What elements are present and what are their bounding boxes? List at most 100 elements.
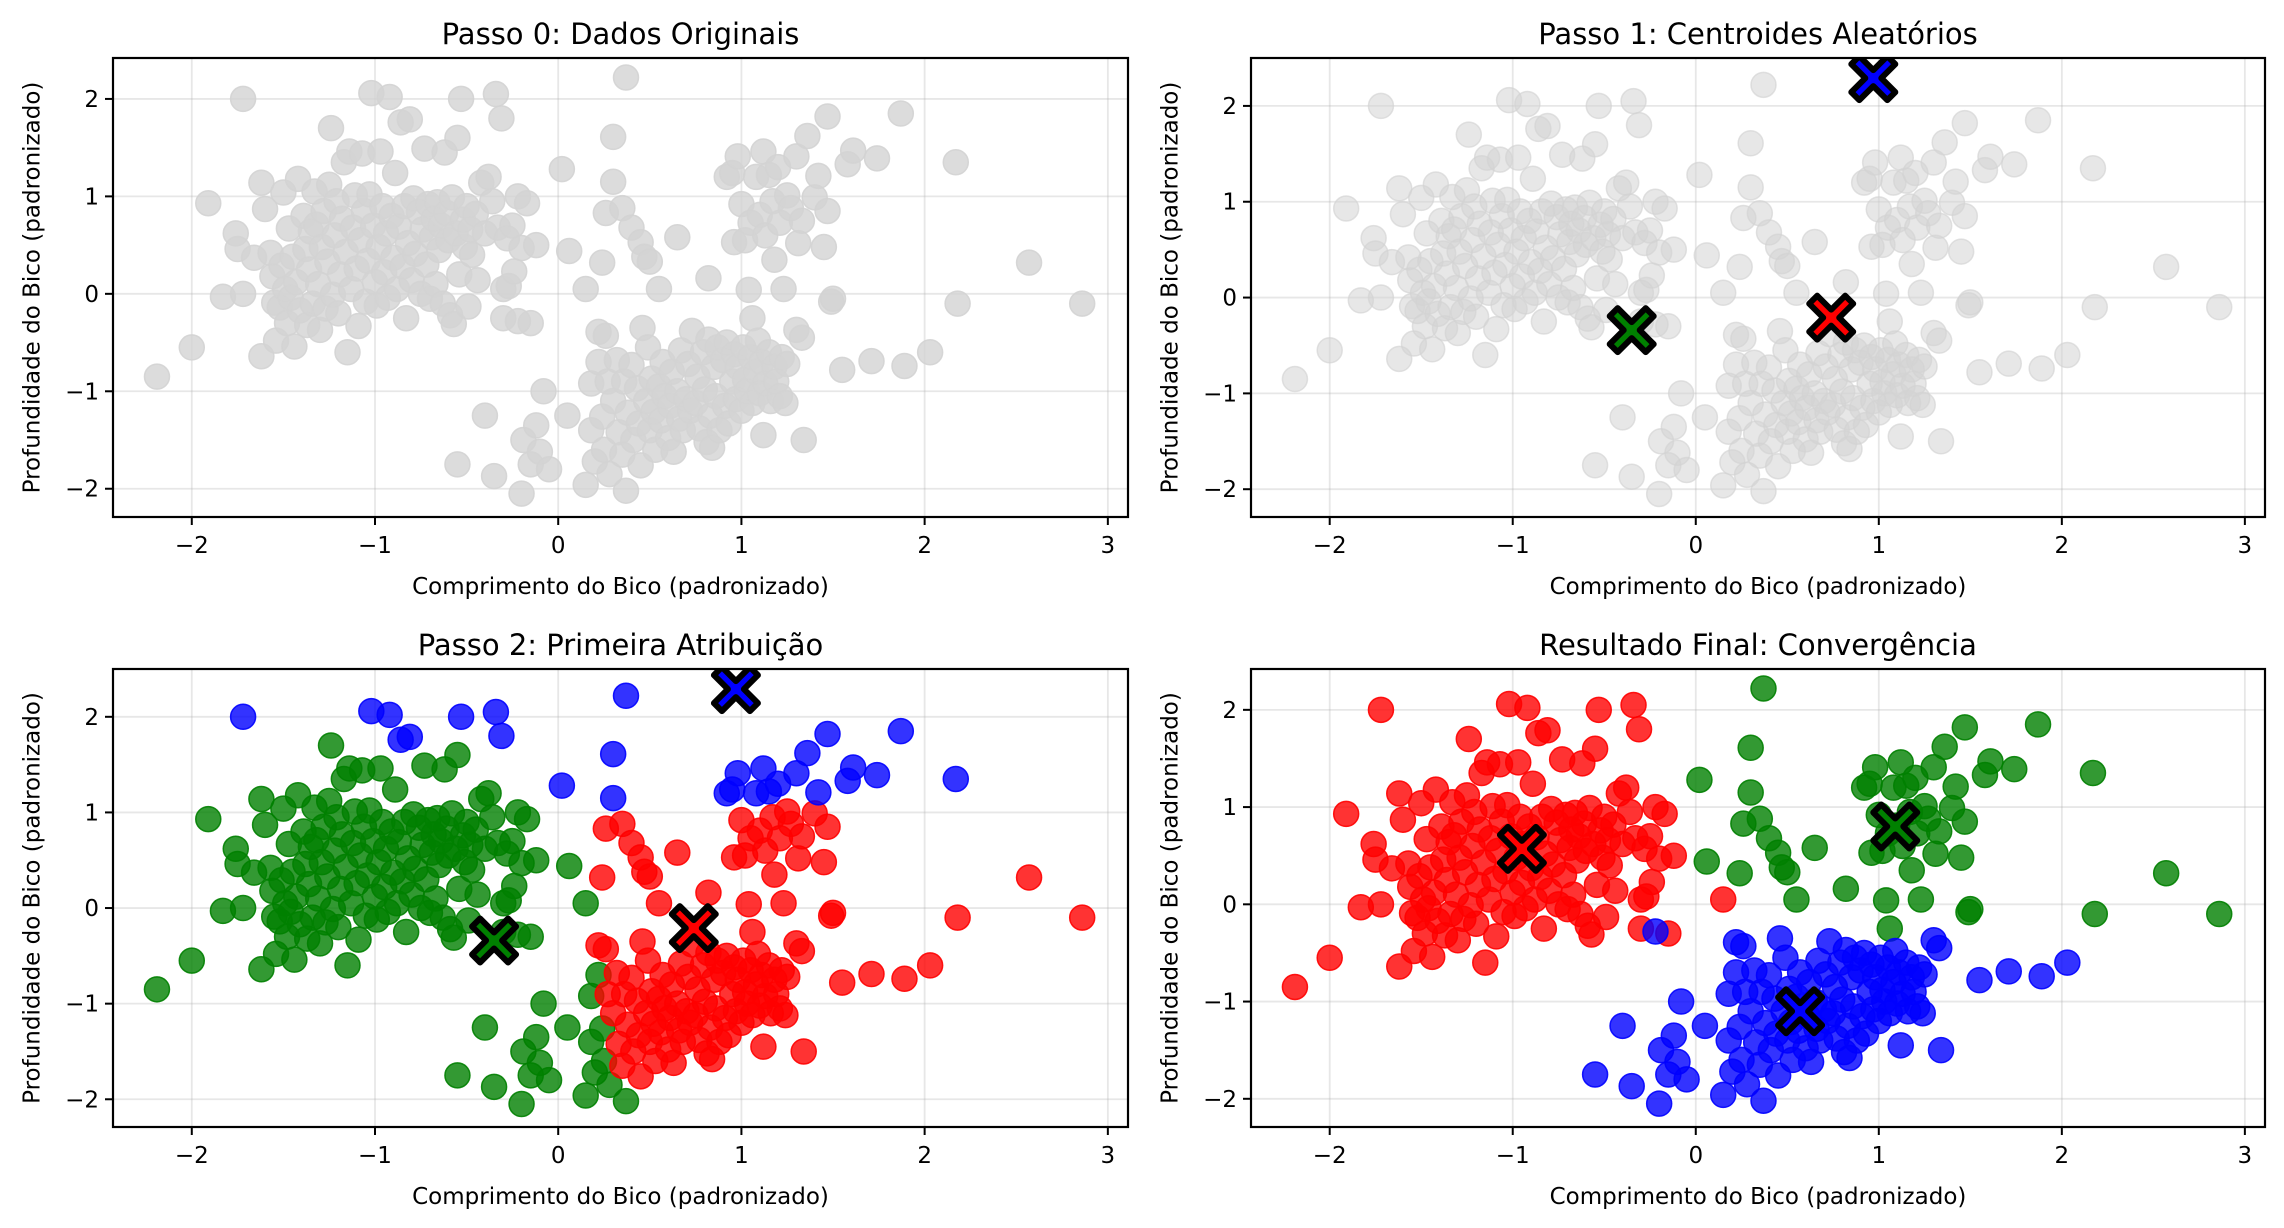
data-point <box>1861 753 1889 781</box>
data-point <box>773 350 801 378</box>
data-point <box>1995 958 2023 985</box>
x-tick-label: 2 <box>917 533 932 559</box>
data-point <box>1966 966 1993 994</box>
data-point <box>488 722 515 750</box>
x-tick-label: −2 <box>175 533 209 559</box>
data-point <box>281 333 308 360</box>
data-point <box>482 698 510 726</box>
data-point <box>281 946 308 973</box>
data-point <box>1462 910 1490 938</box>
data-point <box>612 64 640 91</box>
data-point <box>1581 1061 1609 1088</box>
data-point <box>1737 174 1764 201</box>
data-point <box>887 100 915 127</box>
data-point <box>839 137 867 164</box>
data-point <box>1332 195 1360 222</box>
data-point <box>1504 144 1532 171</box>
x-tick-label: 2 <box>917 1143 932 1169</box>
x-tick-label: 0 <box>1688 533 1703 559</box>
data-point <box>1472 341 1499 369</box>
data-point <box>479 188 506 215</box>
data-point <box>229 85 257 113</box>
data-point <box>788 207 816 234</box>
data-point <box>783 759 810 787</box>
data-point <box>1907 886 1935 913</box>
data-point <box>1947 844 1975 871</box>
data-point <box>1581 452 1609 479</box>
data-point <box>784 229 812 257</box>
data-point <box>1733 461 1761 489</box>
data-point <box>819 899 847 927</box>
data-point <box>1514 694 1541 722</box>
data-point <box>1667 988 1695 1015</box>
data-point <box>1636 217 1664 244</box>
data-point <box>1660 1022 1688 1049</box>
data-point <box>1733 1070 1761 1098</box>
plot-area <box>1251 669 2265 1127</box>
data-point <box>1519 165 1547 192</box>
data-point <box>810 233 838 261</box>
data-point <box>1625 111 1653 139</box>
data-point <box>482 80 510 108</box>
plot-area <box>113 58 1128 517</box>
data-point <box>1530 308 1558 335</box>
data-point <box>2000 151 2028 178</box>
x-tick-label: 1 <box>734 533 749 559</box>
data-point <box>499 212 526 239</box>
data-point <box>522 1023 550 1051</box>
data-point <box>1909 391 1936 419</box>
data-point <box>1872 280 1900 307</box>
x-axis-label: Comprimento do Bico (padronizado) <box>1550 574 1967 600</box>
data-point <box>229 894 257 922</box>
data-point <box>1750 1087 1777 1114</box>
data-point <box>1907 279 1935 307</box>
data-point <box>554 1014 581 1041</box>
data-point <box>724 759 752 787</box>
data-point <box>1519 770 1547 797</box>
data-point <box>1911 353 1938 380</box>
data-point <box>1638 262 1666 289</box>
data-point <box>392 918 420 946</box>
data-point <box>1995 350 2023 377</box>
data-point <box>814 720 841 748</box>
data-point <box>1909 999 1936 1027</box>
data-point <box>488 105 515 132</box>
data-point <box>1581 735 1609 762</box>
data-point <box>1774 858 1801 886</box>
x-tick-label: 2 <box>2055 1143 2070 1169</box>
data-point <box>1483 315 1510 343</box>
centroid-marker <box>1775 986 1826 1037</box>
y-tick-label: 0 <box>1222 286 1237 312</box>
data-point <box>325 300 352 327</box>
data-point <box>1925 818 1953 845</box>
data-point <box>1660 842 1688 869</box>
data-point <box>548 155 576 183</box>
data-point <box>572 471 599 499</box>
data-point <box>1726 253 1753 281</box>
data-point <box>1951 714 1979 741</box>
data-point <box>942 765 970 793</box>
data-point <box>1389 200 1417 228</box>
data-point <box>1596 245 1623 273</box>
data-point <box>891 352 918 380</box>
data-point <box>788 823 816 850</box>
data-point <box>1832 268 1860 296</box>
data-point <box>1898 250 1925 278</box>
axes-frame <box>111 667 1130 1129</box>
y-tick-label: −1 <box>1203 990 1237 1016</box>
data-point <box>381 159 409 187</box>
data-point <box>828 356 856 384</box>
data-point <box>1750 71 1777 99</box>
x-axis-label: Comprimento do Bico (padronizado) <box>1550 1184 1967 1210</box>
x-tick-label: −2 <box>1313 1143 1347 1169</box>
data-point <box>1455 725 1483 753</box>
data-point <box>1578 921 1605 948</box>
data-point <box>1977 748 2004 775</box>
centroid-marker <box>1848 58 1899 104</box>
data-point <box>1015 249 1043 276</box>
data-point <box>810 848 838 876</box>
y-tick-label: −2 <box>1203 477 1237 503</box>
data-point <box>444 741 471 769</box>
data-point <box>1942 168 1969 195</box>
data-point <box>599 168 627 196</box>
